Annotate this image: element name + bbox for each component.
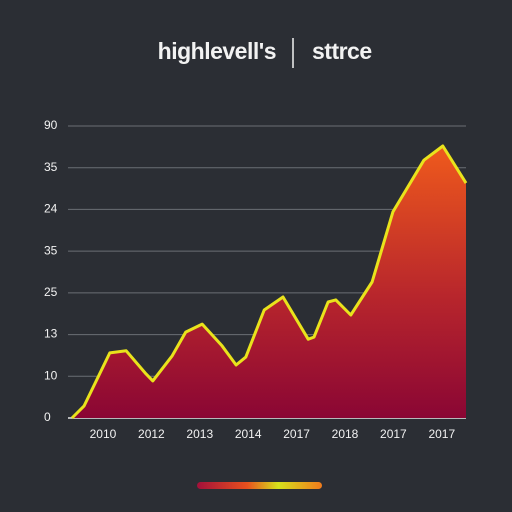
x-tick-label: 2018 [332, 427, 359, 441]
y-tick-label: 0 [44, 410, 51, 424]
y-tick-label: 35 [44, 160, 58, 174]
area-fill [72, 146, 466, 418]
decorative-bar [197, 482, 322, 489]
y-tick-label: 90 [44, 118, 58, 132]
x-tick-label: 2014 [235, 427, 262, 441]
x-tick-label: 2017 [428, 427, 455, 441]
x-tick-label: 2010 [90, 427, 117, 441]
x-tick-label: 2013 [186, 427, 213, 441]
x-tick-label: 2017 [283, 427, 310, 441]
y-tick-label: 25 [44, 285, 58, 299]
y-tick-label: 13 [44, 327, 58, 341]
chart-title: highlevell's [158, 38, 276, 64]
x-tick-label: 2017 [380, 427, 407, 441]
y-tick-label: 35 [44, 243, 58, 257]
y-tick-label: 10 [44, 368, 58, 382]
y-tick-label: 24 [44, 202, 58, 216]
plot-area: 0 10 13 25 35 24 35 90 2010 2012 2013 2014 2017 2018 2… [44, 118, 468, 441]
line [70, 144, 468, 420]
chart-subtitle: sttrce [312, 38, 372, 64]
x-tick-label: 2012 [138, 427, 165, 441]
